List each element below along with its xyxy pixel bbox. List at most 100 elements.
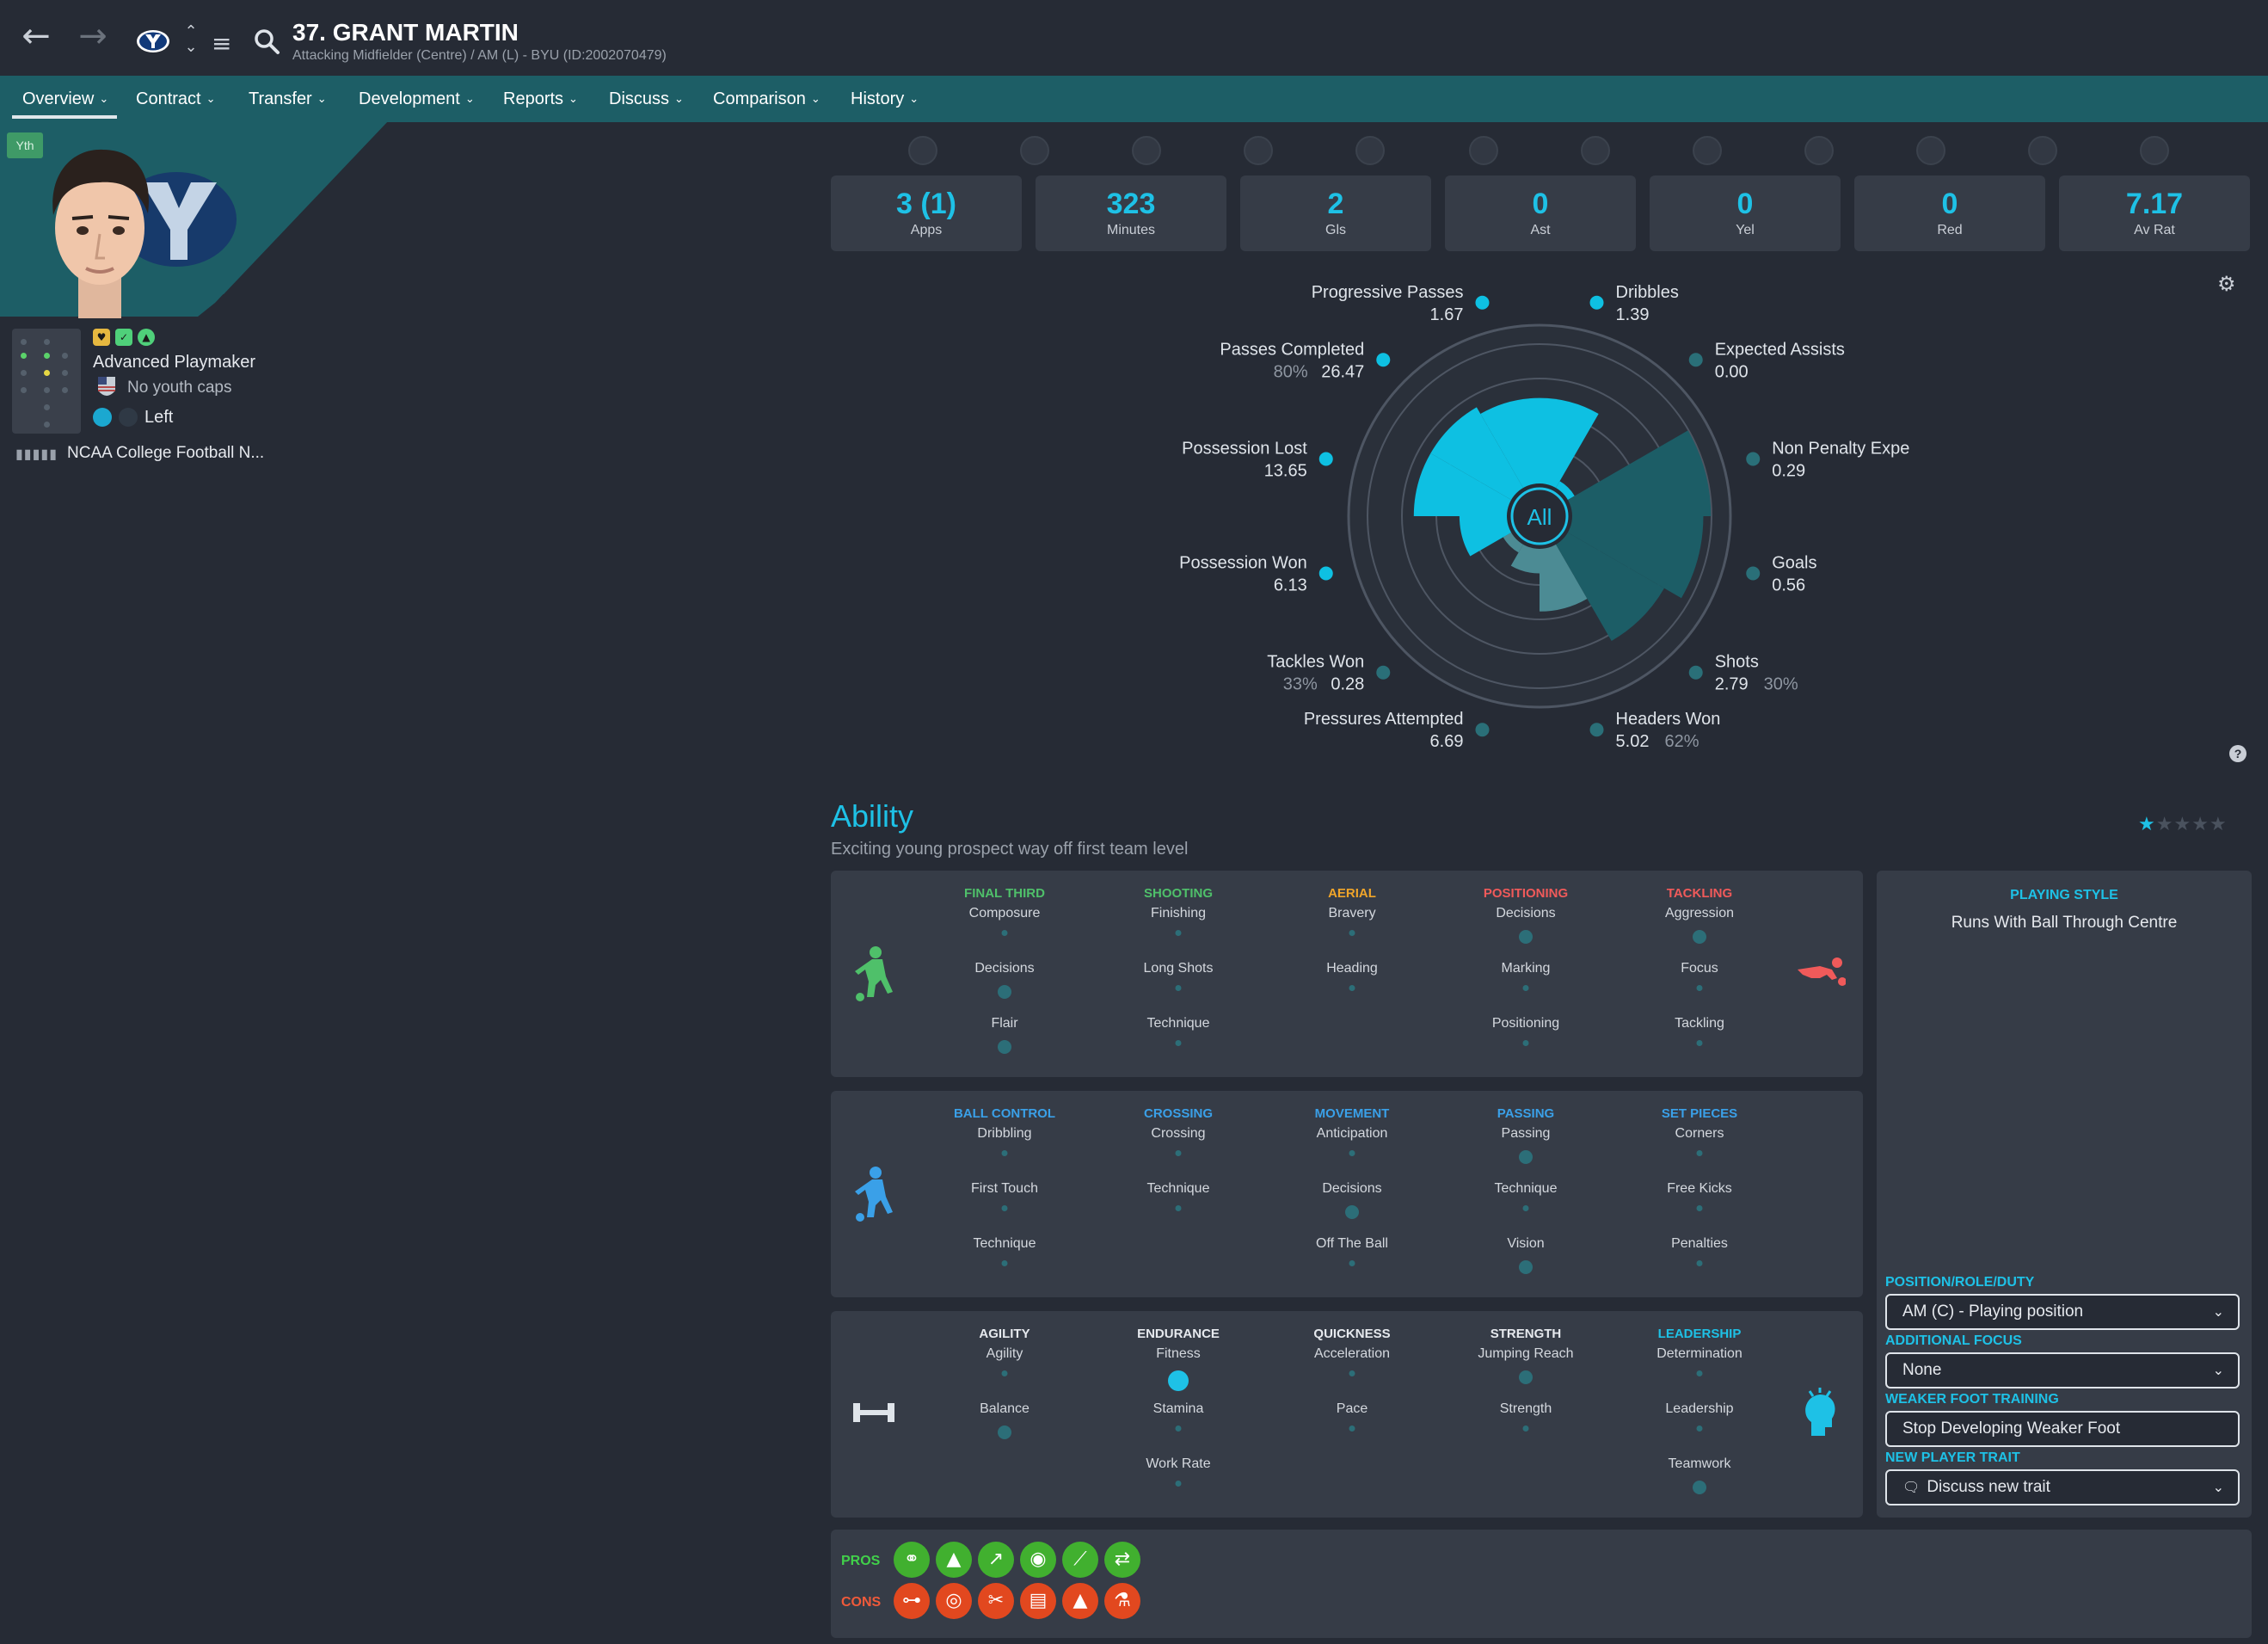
attribute-row[interactable]: Vision <box>1440 1231 1612 1286</box>
attribute-row[interactable]: Decisions <box>919 956 1091 1011</box>
boot-icon[interactable] <box>1020 136 1049 165</box>
anchor-icon[interactable] <box>908 136 937 165</box>
attribute-row[interactable]: First Touch <box>919 1176 1091 1231</box>
attribute-row[interactable]: Teamwork <box>1613 1451 1786 1506</box>
arrow-right-icon[interactable]: → <box>78 16 108 56</box>
attribute-row[interactable]: Acceleration <box>1266 1341 1438 1396</box>
attribute-row[interactable]: Off The Ball <box>1266 1231 1438 1286</box>
tab-history[interactable]: History ⌄ <box>851 89 919 109</box>
attribute-row[interactable]: Determination <box>1613 1341 1786 1396</box>
attribute-row[interactable]: Fitness <box>1092 1341 1264 1396</box>
clipboard-icon[interactable]: ▤ <box>1020 1583 1056 1619</box>
attribute-row[interactable]: Positioning <box>1440 1011 1612 1066</box>
tab-overview[interactable]: Overview ⌄ <box>22 89 108 109</box>
attribute-row[interactable]: Agility <box>919 1341 1091 1396</box>
header-icon[interactable] <box>1916 136 1945 165</box>
attribute-row[interactable]: Composure <box>919 901 1091 956</box>
scissors-icon[interactable]: ✂ <box>978 1583 1014 1619</box>
attribute-row[interactable]: Strength <box>1440 1396 1612 1451</box>
attribute-group-title: STRENGTH <box>1490 1327 1562 1341</box>
radar-center-button[interactable]: All <box>1507 483 1572 549</box>
radar-metric-dot[interactable] <box>1688 665 1703 680</box>
attribute-row[interactable]: Stamina <box>1092 1396 1264 1451</box>
net-icon[interactable] <box>1581 136 1610 165</box>
boot-icon[interactable]: ⟋ <box>1062 1542 1098 1578</box>
gear-icon[interactable]: ⚙ <box>2217 272 2236 296</box>
attribute-row[interactable]: Pace <box>1266 1396 1438 1451</box>
tab-contract[interactable]: Contract ⌄ <box>136 89 216 109</box>
cone-icon[interactable]: ▲ <box>1062 1583 1098 1619</box>
tab-development[interactable]: Development ⌄ <box>359 89 475 109</box>
trend-up-icon[interactable]: ↗ <box>978 1542 1014 1578</box>
brain-icon[interactable]: ◉ <box>1020 1542 1056 1578</box>
arrows-swap-icon[interactable]: ⇄ <box>1104 1542 1140 1578</box>
attribute-row[interactable]: Jumping Reach <box>1440 1341 1612 1396</box>
league-name[interactable]: NCAA College Football N... <box>67 444 265 462</box>
attribute-row[interactable]: Heading <box>1266 956 1438 1011</box>
attribute-row[interactable]: Penalties <box>1613 1231 1786 1286</box>
radar-metric-dot[interactable] <box>1746 566 1761 581</box>
tab-transfer[interactable]: Transfer ⌄ <box>249 89 327 109</box>
whistle-icon[interactable] <box>1469 136 1498 165</box>
attribute-row[interactable]: Leadership <box>1613 1396 1786 1451</box>
tab-reports[interactable]: Reports ⌄ <box>503 89 578 109</box>
radar-metric-dot[interactable] <box>1589 723 1604 737</box>
tools-icon[interactable] <box>1244 136 1273 165</box>
radar-metric-dot[interactable] <box>1376 353 1391 367</box>
menu-icon[interactable]: ≡ <box>212 29 232 58</box>
attribute-row[interactable]: Work Rate <box>1092 1451 1264 1506</box>
attribute-row[interactable]: Aggression <box>1613 901 1786 956</box>
attribute-row[interactable]: Tackling <box>1613 1011 1786 1066</box>
cones-drill-icon[interactable]: ▲ <box>936 1542 972 1578</box>
help-icon[interactable]: ? <box>2229 745 2246 762</box>
tab-comparison[interactable]: Comparison ⌄ <box>713 89 821 109</box>
shield-icon[interactable] <box>1804 136 1834 165</box>
player-switch-updown-icon[interactable]: ⌃ ⌄ <box>184 22 198 56</box>
attribute-row[interactable]: Free Kicks <box>1613 1176 1786 1231</box>
radar-metric-dot[interactable] <box>1688 353 1703 367</box>
attribute-row[interactable]: Decisions <box>1440 901 1612 956</box>
attribute-row[interactable]: Balance <box>919 1396 1091 1451</box>
attribute-row[interactable]: Technique <box>919 1231 1091 1286</box>
chevron-down-icon: ⌄ <box>2212 1303 2224 1320</box>
arrow-left-icon[interactable]: ← <box>22 16 51 56</box>
new-player-trait-select[interactable]: 🗨 Discuss new trait ⌄ <box>1885 1469 2240 1505</box>
attribute-row[interactable]: Technique <box>1092 1176 1264 1231</box>
radar-metric-dot[interactable] <box>1475 295 1490 310</box>
radar-metric-dot[interactable] <box>1475 723 1490 737</box>
gear-icon[interactable] <box>1693 136 1722 165</box>
attribute-row[interactable]: Long Shots <box>1092 956 1264 1011</box>
attribute-row[interactable]: Marking <box>1440 956 1612 1011</box>
teamwork-rings-icon[interactable]: ⚭ <box>894 1542 930 1578</box>
attribute-row[interactable]: Passing <box>1440 1121 1612 1176</box>
dumbbell-icon[interactable]: ⊶ <box>894 1583 930 1619</box>
attribute-row[interactable]: Corners <box>1613 1121 1786 1176</box>
attribute-row[interactable]: Technique <box>1440 1176 1612 1231</box>
additional-focus-select[interactable]: None ⌄ <box>1885 1352 2240 1388</box>
attribute-row[interactable]: Decisions <box>1266 1176 1438 1231</box>
fox-icon[interactable] <box>2140 136 2169 165</box>
attribute-row[interactable]: Anticipation <box>1266 1121 1438 1176</box>
position-role-duty-select[interactable]: AM (C) - Playing position ⌄ <box>1885 1294 2240 1330</box>
attribute-row[interactable]: Bravery <box>1266 901 1438 956</box>
radar-metric-dot[interactable] <box>1746 452 1761 466</box>
attribute-row[interactable]: Crossing <box>1092 1121 1264 1176</box>
target-icon[interactable]: ◎ <box>936 1583 972 1619</box>
radar-metric-dot[interactable] <box>1589 295 1604 310</box>
weaker-foot-training-button[interactable]: Stop Developing Weaker Foot <box>1885 1411 2240 1447</box>
search-icon[interactable] <box>251 26 282 57</box>
attribute-row[interactable]: Finishing <box>1092 901 1264 956</box>
radar-metric-dot[interactable] <box>1318 452 1333 466</box>
ball-icon[interactable] <box>1132 136 1161 165</box>
tab-discuss[interactable]: Discuss ⌄ <box>609 89 684 109</box>
attribute-row[interactable]: Flair <box>919 1011 1091 1066</box>
attribute-row[interactable]: Focus <box>1613 956 1786 1011</box>
attribute-row[interactable]: Dribbling <box>919 1121 1091 1176</box>
flask-icon[interactable]: ⚗ <box>1104 1583 1140 1619</box>
attribute-row[interactable]: Technique <box>1092 1011 1264 1066</box>
target-icon[interactable] <box>2028 136 2057 165</box>
radar-metric-dot[interactable] <box>1318 566 1333 581</box>
stopwatch-icon[interactable] <box>1355 136 1385 165</box>
radar-metric-dot[interactable] <box>1376 665 1391 680</box>
club-logo-icon[interactable] <box>136 24 170 58</box>
